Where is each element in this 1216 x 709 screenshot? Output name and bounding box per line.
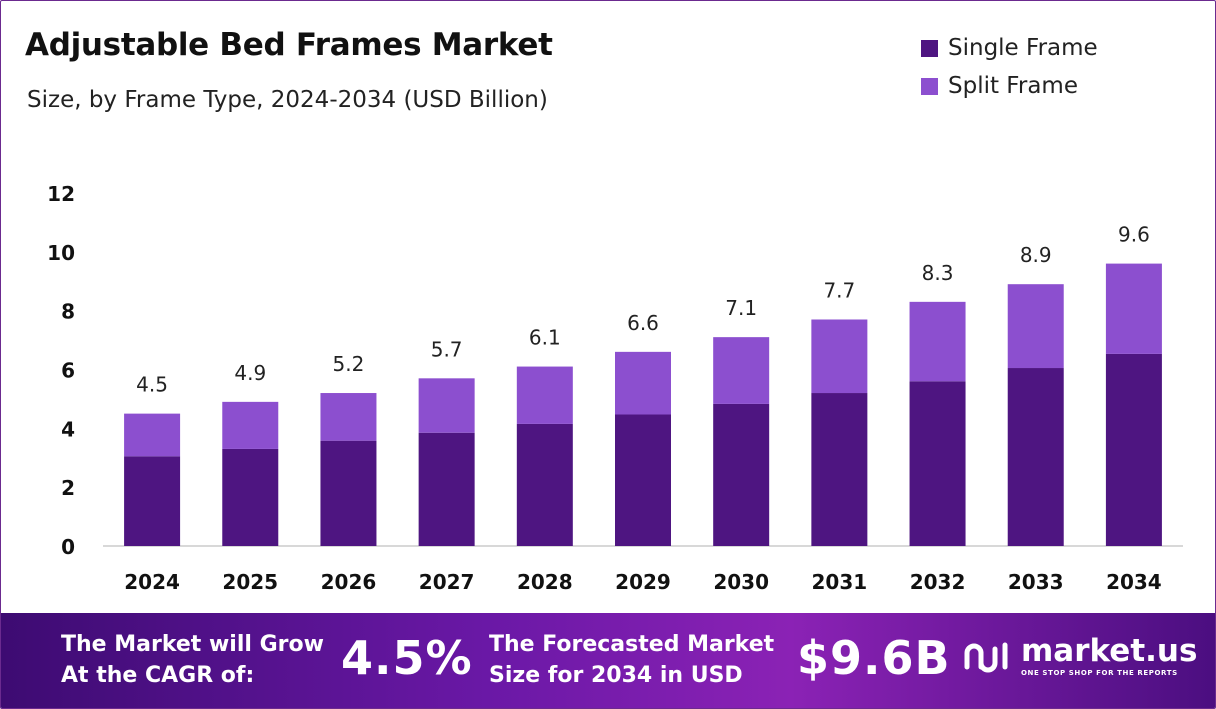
- x-tick-label: 2031: [812, 570, 868, 594]
- cagr-label-line1: The Market will Grow: [61, 632, 324, 657]
- y-tick-label: 12: [47, 182, 75, 206]
- bar-total-label: 4.5: [136, 373, 168, 397]
- summary-banner: The Market will Grow At the CAGR of: 4.5…: [1, 613, 1215, 708]
- x-tick-label: 2027: [419, 570, 475, 594]
- bar-single-frame: [1007, 368, 1064, 546]
- logo-name: market.us: [1021, 633, 1198, 669]
- legend-label-split-frame: Split Frame: [948, 73, 1078, 99]
- legend-swatch-split-frame: [921, 77, 938, 95]
- bar-total-label: 7.1: [725, 296, 757, 320]
- bar-split-frame: [615, 351, 671, 415]
- bar-single-frame: [124, 456, 181, 546]
- bar-single-frame: [909, 381, 966, 546]
- bar-total-label: 6.1: [529, 326, 561, 350]
- y-tick-label: 6: [61, 359, 75, 383]
- bar-total-label: 8.9: [1020, 243, 1052, 267]
- bar-chart: 0 2 4 6 8 10 12 4.5 2024 4.9 2025 5.2 2026 5.7 2027 6.1…: [47, 182, 1183, 594]
- bar-single-frame: [222, 448, 279, 546]
- y-tick-label: 4: [61, 417, 75, 441]
- legend-label-single-frame: Single Frame: [948, 35, 1098, 61]
- bar-single-frame: [811, 393, 868, 546]
- bar-split-frame: [909, 301, 966, 382]
- y-tick-label: 0: [61, 535, 75, 559]
- bar-single-frame: [418, 432, 475, 546]
- x-tick-label: 2030: [713, 570, 769, 594]
- forecast-label-line2: Size for 2034 in USD: [489, 663, 743, 688]
- bar-split-frame: [1007, 284, 1064, 369]
- bar-total-label: 5.2: [333, 352, 365, 376]
- chart-legend: Single Frame Split Frame: [921, 29, 1098, 105]
- market-us-logo-icon: [964, 642, 1008, 673]
- x-tick-label: 2028: [517, 570, 573, 594]
- market-us-logo: market.us ONE STOP SHOP FOR THE REPORTS: [963, 635, 1197, 677]
- bar-total-label: 8.3: [922, 261, 954, 285]
- cagr-label-line2: At the CAGR of:: [61, 663, 255, 688]
- y-tick-label: 8: [61, 300, 75, 324]
- bar-single-frame: [320, 440, 377, 546]
- bar-total-label: 5.7: [431, 337, 463, 361]
- logo-tagline: ONE STOP SHOP FOR THE REPORTS: [1021, 669, 1178, 677]
- legend-item-split-frame: Split Frame: [921, 67, 1098, 105]
- legend-item-single-frame: Single Frame: [921, 29, 1098, 67]
- cagr-label: The Market will Grow At the CAGR of:: [61, 629, 324, 691]
- x-tick-label: 2034: [1106, 570, 1162, 594]
- bar-split-frame: [713, 337, 770, 404]
- x-tick-label: 2026: [321, 570, 377, 594]
- bar-split-frame: [418, 378, 475, 433]
- bar-single-frame: [713, 403, 770, 546]
- bar-total-label: 6.6: [627, 311, 659, 335]
- y-tick-label: 10: [47, 241, 75, 265]
- bar-split-frame: [124, 413, 181, 457]
- bar-split-frame: [1105, 263, 1162, 354]
- bar-total-label: 9.6: [1118, 223, 1150, 247]
- bar-split-frame: [811, 319, 868, 394]
- chart-title: Adjustable Bed Frames Market: [25, 27, 553, 63]
- forecast-label-line1: The Forecasted Market: [489, 632, 775, 657]
- x-tick-label: 2024: [124, 570, 180, 594]
- bar-single-frame: [1105, 353, 1162, 546]
- bar-single-frame: [615, 414, 671, 546]
- chart-subtitle: Size, by Frame Type, 2024-2034 (USD Bill…: [27, 87, 548, 113]
- bar-split-frame: [222, 401, 279, 449]
- y-tick-label: 2: [61, 476, 75, 500]
- bar-total-label: 7.7: [823, 278, 855, 302]
- bar-split-frame: [320, 393, 377, 441]
- bar-split-frame: [516, 366, 573, 424]
- forecast-label: The Forecasted Market Size for 2034 in U…: [489, 629, 774, 691]
- bar-single-frame: [516, 423, 573, 546]
- forecast-value: $9.6B: [797, 631, 951, 685]
- cagr-value: 4.5%: [341, 631, 473, 685]
- x-tick-label: 2025: [222, 570, 278, 594]
- x-tick-label: 2029: [615, 570, 671, 594]
- legend-swatch-single-frame: [921, 39, 938, 57]
- x-tick-label: 2032: [910, 570, 966, 594]
- x-tick-label: 2033: [1008, 570, 1064, 594]
- bar-total-label: 4.9: [234, 361, 266, 385]
